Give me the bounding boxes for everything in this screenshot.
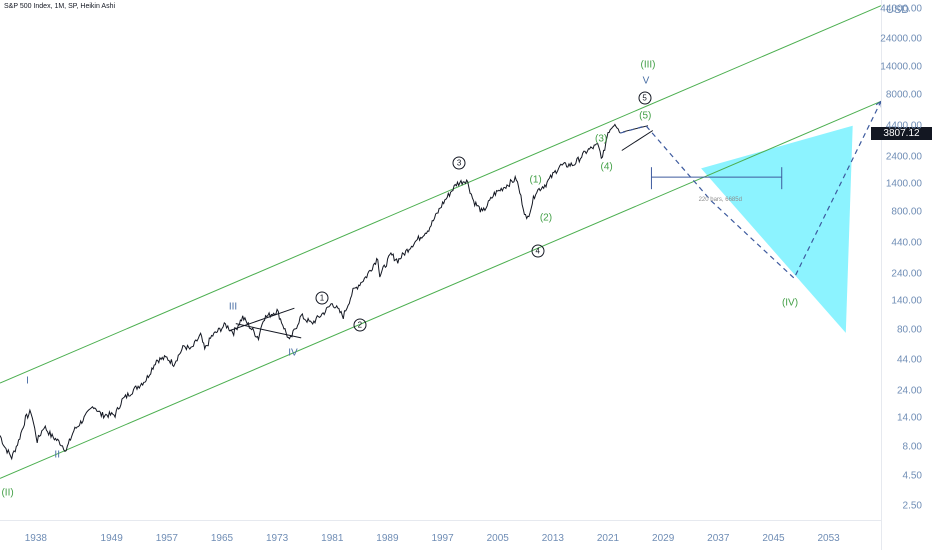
x-tick-label: 1965 [210,533,234,544]
measure-label: 220 bars, 6685d [698,197,742,204]
wave-label: (III) [640,59,656,71]
x-tick-label: 2045 [762,533,785,544]
y-tick-label: 440.00 [891,237,922,249]
y-tick-label: 24000.00 [880,33,922,45]
x-tick-label: 1938 [24,533,47,544]
x-tick-label: 2005 [486,533,509,544]
price-line [0,123,621,461]
y-tick-label: 14.00 [896,412,922,424]
y-tick-label: 2.50 [902,500,922,512]
x-tick-label: 1949 [100,533,123,544]
wave-label: (II) [1,487,14,499]
x-tick-label: 1989 [376,533,399,544]
y-tick-label: 8.00 [902,441,922,453]
wave-label: 5 [638,91,652,105]
y-tick-label: 8000.00 [885,89,922,101]
x-tick-label: 2053 [817,533,840,544]
x-tick-label: 2021 [596,533,620,544]
wave-label: II [54,449,60,461]
wave-label: 4 [531,244,545,258]
y-tick-label: 44.00 [896,354,922,366]
symbol-title[interactable]: S&P 500 Index, 1M, SP, Heikin Ashi [4,3,116,10]
channel-layer [0,5,882,479]
wave-label: (IV) [781,297,799,309]
x-tick-label: 2013 [541,533,564,544]
x-tick-label: 2029 [652,533,675,544]
wave-label: I [26,375,29,387]
price-layer [0,123,654,461]
time-axis-divider [0,520,881,521]
wave-label: (5) [639,110,652,122]
wedge-lower-line [621,130,654,151]
price-axis-divider [881,0,882,550]
y-tick-label: 44000.00 [880,3,922,14]
x-tick-label: 1981 [321,533,344,544]
x-tick-label: 1973 [265,533,289,544]
y-tick-label: 1400.00 [885,178,922,190]
y-tick-label: 240.00 [891,268,922,280]
channel-upper-line [0,5,882,384]
wave-label: IV [288,347,298,359]
y-tick-label: 80.00 [896,324,922,336]
target-zone-layer [701,125,853,333]
y-tick-label: 14000.00 [880,61,922,73]
currency-label: USD [886,4,910,16]
wave-label: (4) [600,161,613,173]
y-tick-label: 4400.00 [885,120,922,132]
channel-lower-line [0,100,882,479]
wave-label: 3 [452,156,466,170]
y-tick-label: 2400.00 [885,151,922,163]
y-tick-label: 140.00 [891,295,922,307]
last-price-label: 3807.12 [871,127,932,141]
x-tick-label: 2037 [707,533,730,544]
wave-label: (2) [539,212,553,224]
x-tick-label: 1997 [431,533,454,544]
y-tick-label: 800.00 [891,206,922,218]
wave-label: 2 [353,318,367,332]
projection-path [620,101,882,280]
wave-label: (1) [529,174,542,186]
triangle-pattern-line-2 [235,323,302,339]
projection-layer [620,100,882,280]
target-zone [701,125,853,333]
wave-label: (3) [594,133,608,145]
wave-label: V [642,75,650,87]
y-tick-label: 24.00 [896,385,922,397]
wave-label: 1 [315,291,329,305]
wedge-upper-line [623,125,649,133]
x-tick-label: 1957 [155,533,178,544]
triangle-pattern-line-1 [228,307,295,332]
wave-label: III [228,301,238,313]
y-tick-label: 4.50 [902,470,922,482]
